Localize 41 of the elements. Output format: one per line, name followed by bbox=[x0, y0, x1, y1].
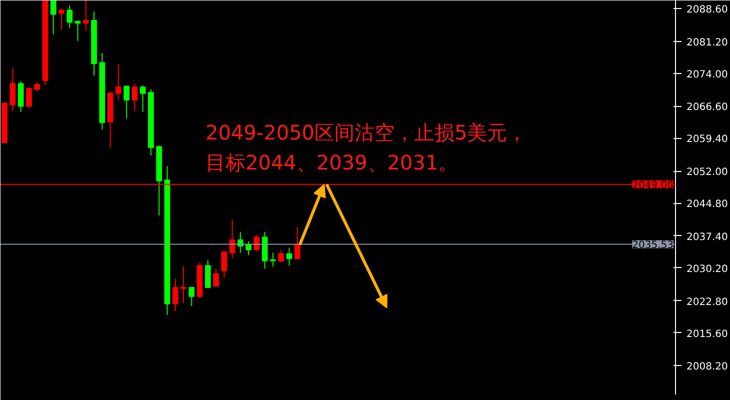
candlestick bbox=[246, 240, 252, 256]
y-tick-label: 2074.00 bbox=[686, 69, 728, 80]
y-tick-label: 2081.20 bbox=[686, 37, 728, 48]
y-tick-label: 2044.80 bbox=[686, 199, 728, 210]
candlestick bbox=[18, 80, 24, 112]
candlestick bbox=[132, 83, 138, 112]
candlestick bbox=[82, 0, 89, 32]
candlestick bbox=[74, 20, 81, 42]
candlestick bbox=[115, 64, 122, 100]
candlestick bbox=[66, 4, 73, 29]
candlestick bbox=[50, 0, 56, 35]
annotation: 2049-2050区间沽空，止损5美元， bbox=[206, 120, 528, 144]
y-tick-label: 2059.40 bbox=[686, 134, 728, 146]
candlestick bbox=[270, 252, 276, 268]
candlestick bbox=[278, 249, 284, 264]
candlestick bbox=[286, 247, 292, 266]
candlestick bbox=[221, 250, 228, 278]
y-tick-label: 2066.60 bbox=[686, 102, 728, 114]
candlestick bbox=[213, 268, 219, 287]
y-tick-label: 2030.20 bbox=[686, 264, 728, 275]
candlestick bbox=[124, 86, 130, 120]
y-tick-label: 2022.80 bbox=[686, 296, 728, 308]
ref-line-label: 2049.00 bbox=[632, 180, 674, 192]
y-tick-label: 2037.40 bbox=[686, 232, 728, 243]
annotation: 目标2044、2039、2031。 bbox=[206, 150, 458, 174]
candlestick bbox=[180, 266, 186, 304]
candlestick bbox=[204, 259, 211, 288]
candlestick bbox=[58, 8, 64, 30]
candlestick bbox=[172, 278, 178, 312]
candlestick bbox=[140, 84, 146, 112]
y-tick-label: 2052.00 bbox=[686, 167, 728, 178]
candlestick bbox=[294, 226, 300, 260]
y-tick-label: 2088.60 bbox=[686, 4, 728, 16]
candlestick bbox=[188, 286, 195, 307]
y-tick-label: 2008.20 bbox=[686, 362, 728, 373]
candlestick bbox=[262, 231, 268, 270]
candlestick bbox=[26, 86, 32, 108]
y-tick-label: 2015.60 bbox=[686, 328, 728, 340]
candlestick bbox=[254, 234, 260, 252]
candlestick bbox=[10, 67, 16, 112]
ref-line-label: 2035.53 bbox=[632, 240, 674, 252]
